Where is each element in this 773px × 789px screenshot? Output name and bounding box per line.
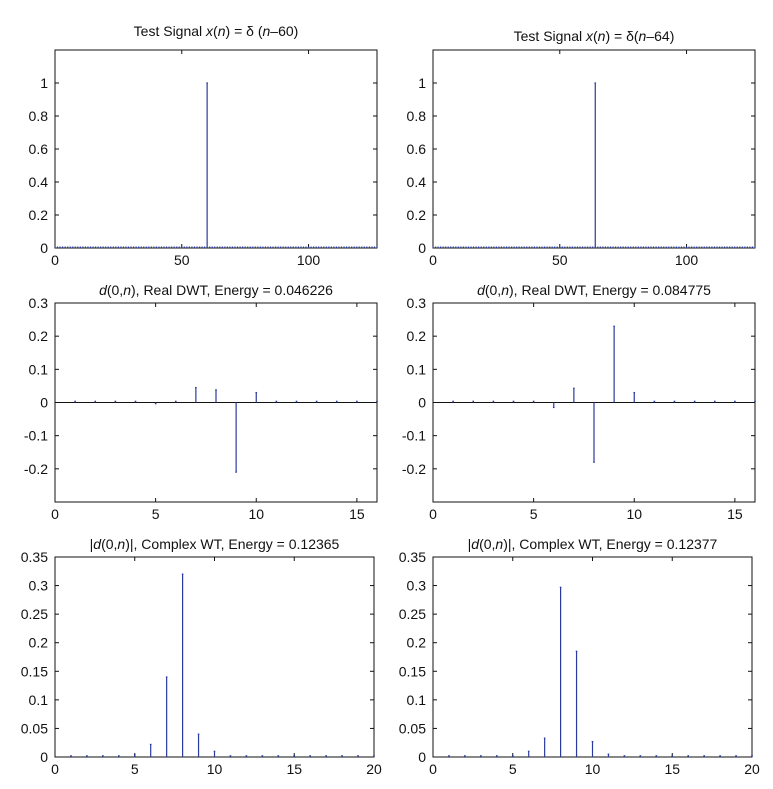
plot-frame [432, 556, 753, 758]
chart-panel: d(0,n), Real DWT, Energy = 0.046226 0 5 10 1… [24, 282, 378, 522]
y-tick-label: 0.3 [29, 295, 49, 311]
y-tick-label: 0.35 [399, 549, 426, 565]
y-tick-label: -0.2 [24, 461, 48, 477]
y-tick-label: 0 [418, 749, 426, 765]
x-tick-label: 5 [131, 761, 139, 777]
y-tick-label: 0.15 [399, 663, 426, 679]
x-tick-label: 100 [675, 252, 699, 268]
y-tick-label: 0.6 [407, 141, 427, 157]
chart-panel: Test Signal x(n) = δ(n–64) 0 50 100 0 0.2 0.4 0… [407, 28, 756, 268]
chart-title: Test Signal x(n) = δ (n–60) [134, 23, 299, 39]
chart-panel: |d(0,n)|, Complex WT, Energy = 0.12377 0 5… [399, 536, 760, 777]
chart-panel: Test Signal x(n) = δ (n–60) 0 50 100 0 0.2 0.4… [29, 23, 378, 268]
x-tick-label: 15 [349, 506, 365, 522]
y-tick-label: -0.2 [402, 461, 426, 477]
x-tick-label: 10 [248, 506, 264, 522]
x-tick-label: 10 [207, 761, 223, 777]
y-tick-label: 0.05 [21, 720, 48, 736]
chart-panel: |d(0,n)|, Complex WT, Energy = 0.12365 0 5… [21, 536, 382, 777]
y-tick-label: 0.2 [407, 207, 427, 223]
y-tick-label: 0 [418, 240, 426, 256]
x-tick-label: 0 [429, 506, 437, 522]
y-tick-label: 0.2 [29, 328, 49, 344]
y-tick-label: 0.05 [399, 720, 426, 736]
y-tick-label: 0 [40, 395, 48, 411]
x-tick-label: 0 [429, 761, 437, 777]
y-tick-label: 0.2 [29, 207, 49, 223]
y-tick-label: 0.6 [29, 141, 49, 157]
y-tick-label: 1 [40, 75, 48, 91]
y-tick-label: 0.2 [407, 635, 427, 651]
y-tick-label: 0.2 [29, 635, 49, 651]
y-tick-label: 0.1 [29, 361, 49, 377]
plot-frame [432, 49, 756, 249]
chart-title: Test Signal x(n) = δ(n–64) [514, 28, 675, 44]
x-tick-label: 15 [664, 761, 680, 777]
y-tick-label: 0.1 [29, 692, 49, 708]
y-tick-label: 0.4 [407, 174, 427, 190]
y-tick-label: 0.35 [21, 549, 48, 565]
x-tick-label: 5 [509, 761, 517, 777]
y-tick-label: 0.1 [407, 361, 427, 377]
x-tick-label: 15 [286, 761, 302, 777]
y-tick-label: 0.25 [21, 606, 48, 622]
y-tick-label: 1 [418, 75, 426, 91]
x-tick-label: 10 [626, 506, 642, 522]
y-tick-label: 0.2 [407, 328, 427, 344]
x-tick-label: 5 [530, 506, 538, 522]
x-tick-label: 5 [152, 506, 160, 522]
x-tick-label: 20 [366, 761, 382, 777]
plot-frame [54, 49, 378, 249]
x-tick-label: 0 [429, 252, 437, 268]
chart-panel: d(0,n), Real DWT, Energy = 0.084775 0 5 10 1… [402, 282, 756, 522]
y-tick-label: 0.3 [407, 578, 427, 594]
y-tick-label: 0 [40, 749, 48, 765]
y-tick-label: -0.1 [24, 428, 48, 444]
y-tick-label: -0.1 [402, 428, 426, 444]
x-tick-label: 50 [552, 252, 568, 268]
x-tick-label: 0 [51, 506, 59, 522]
y-tick-label: 0.15 [21, 663, 48, 679]
x-tick-label: 0 [51, 252, 59, 268]
y-tick-label: 0.4 [29, 174, 49, 190]
y-tick-label: 0.3 [29, 578, 49, 594]
x-tick-label: 100 [297, 252, 321, 268]
x-tick-label: 15 [727, 506, 743, 522]
x-tick-label: 20 [744, 761, 760, 777]
y-tick-label: 0.25 [399, 606, 426, 622]
y-tick-label: 0 [418, 395, 426, 411]
x-tick-label: 10 [585, 761, 601, 777]
chart-title: d(0,n), Real DWT, Energy = 0.046226 [99, 282, 333, 298]
x-tick-label: 50 [174, 252, 190, 268]
plot-frame [54, 556, 375, 758]
chart-title: |d(0,n)|, Complex WT, Energy = 0.12377 [468, 536, 718, 552]
y-tick-label: 0 [40, 240, 48, 256]
y-tick-label: 0.8 [29, 108, 49, 124]
chart-title: |d(0,n)|, Complex WT, Energy = 0.12365 [90, 536, 340, 552]
y-tick-label: 0.3 [407, 295, 427, 311]
x-tick-label: 0 [51, 761, 59, 777]
y-tick-label: 0.1 [407, 692, 427, 708]
y-tick-label: 0.8 [407, 108, 427, 124]
chart-title: d(0,n), Real DWT, Energy = 0.084775 [477, 282, 711, 298]
